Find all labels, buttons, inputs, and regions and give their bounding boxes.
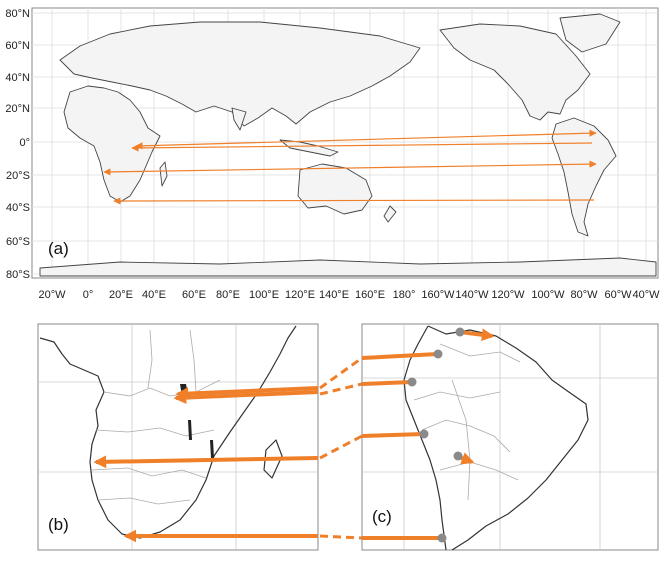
africa-frame: [37, 323, 319, 551]
lat-label: 40°N: [5, 72, 30, 84]
south-america-arrows: [361, 328, 495, 540]
eurasia-landmass: [59, 21, 421, 127]
source-marker: [453, 451, 463, 461]
detail-south-america: (c): [361, 323, 659, 551]
lat-label: 60°S: [6, 236, 30, 248]
world-arrow-1: [135, 129, 597, 150]
africa-coast: [39, 325, 297, 539]
lon-label: 60°W: [604, 289, 632, 301]
africa-arrow-3: [93, 455, 319, 469]
lat-label: 60°N: [5, 40, 30, 52]
lat-label: 40°S: [6, 202, 30, 214]
source-marker: [455, 327, 465, 337]
lon-label: 180°: [393, 289, 416, 301]
africa-arrow-2: [173, 390, 319, 404]
africa-panel-label: (b): [48, 515, 69, 534]
lat-label: 80°S: [6, 269, 30, 281]
detail-africa: (b): [37, 323, 319, 551]
lon-label: 80°W: [570, 289, 598, 301]
world-panel-label: (a): [48, 239, 69, 258]
sa-segment-3: [361, 432, 425, 438]
world-arrow-3: [103, 160, 597, 176]
lat-label: 20°N: [5, 103, 30, 115]
world-arrow-4: [113, 197, 595, 205]
south-america-panel-label: (c): [372, 507, 392, 526]
lat-label: 80°N: [5, 8, 30, 20]
connector-2: [319, 382, 363, 396]
antarctica-landmass: [39, 257, 657, 277]
south-america-grid: [362, 324, 658, 550]
lon-label: 40°E: [142, 289, 166, 301]
lon-label: 140°W: [455, 289, 489, 301]
world-map: (a) 80°N 60°N 40°N 20°N 0° 20°S 40°S 60°…: [5, 7, 660, 301]
sa-arrow-caribbean: [459, 328, 495, 342]
south-america-frame: [361, 323, 659, 551]
lon-label: 160°W: [421, 289, 455, 301]
lon-label: 60°E: [182, 289, 206, 301]
lon-label: 20°E: [109, 289, 133, 301]
new-zealand-landmass: [383, 205, 397, 223]
world-arrow-2: [131, 142, 593, 152]
north-america-landmass: [439, 23, 591, 121]
source-marker: [437, 533, 447, 543]
connector-1: [319, 356, 363, 390]
sa-segment-2: [361, 380, 413, 386]
lon-label: 100°W: [531, 289, 565, 301]
africa-borders: [91, 329, 221, 505]
connector-3: [319, 434, 363, 460]
source-marker: [433, 349, 443, 359]
africa-arrow-1: [175, 386, 319, 400]
sa-segment-1: [361, 352, 439, 360]
greenland-landmass: [559, 13, 621, 53]
lat-label: 0°: [19, 137, 30, 149]
lon-label: 20°W: [38, 289, 66, 301]
source-marker: [419, 429, 429, 439]
lat-label: 20°S: [6, 170, 30, 182]
source-marker: [407, 377, 417, 387]
lon-label: 0°: [83, 289, 94, 301]
lon-label: 120°W: [491, 289, 525, 301]
connector-4: [319, 534, 363, 540]
africa-grid: [38, 324, 318, 550]
world-arrows: [103, 129, 597, 205]
lon-label: 120°E: [285, 289, 315, 301]
africa-arrows: [93, 386, 319, 543]
south-america-borders: [413, 343, 521, 501]
south-america-markers: [407, 327, 465, 543]
lon-label: 80°E: [216, 289, 240, 301]
lon-label: 40°W: [632, 289, 660, 301]
lon-axis-labels: 20°W 0° 20°E 40°E 60°E 80°E 100°E 120°E …: [38, 289, 660, 301]
lon-label: 160°E: [355, 289, 385, 301]
connectors: [319, 356, 363, 540]
lon-label: 100°E: [249, 289, 279, 301]
lon-label: 140°E: [319, 289, 349, 301]
lat-axis-labels: 80°N 60°N 40°N 20°N 0° 20°S 40°S 60°S 80…: [5, 8, 30, 281]
